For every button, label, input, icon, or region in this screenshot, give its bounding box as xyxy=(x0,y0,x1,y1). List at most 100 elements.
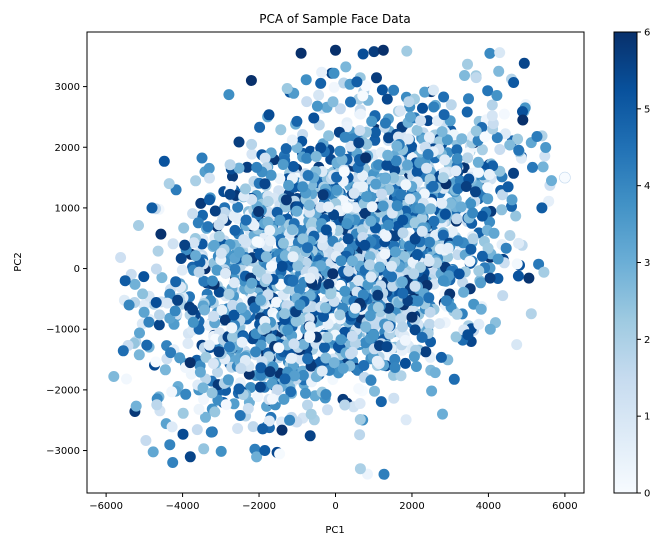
scatter-point xyxy=(170,276,182,288)
scatter-point xyxy=(316,66,328,78)
scatter-point xyxy=(223,89,235,101)
scatter-point xyxy=(440,295,452,307)
scatter-point xyxy=(415,115,427,127)
scatter-point xyxy=(429,367,441,379)
scatter-point xyxy=(373,159,385,171)
scatter-point xyxy=(264,235,276,247)
scatter-point xyxy=(360,152,372,164)
scatter-point xyxy=(341,218,353,230)
scatter-point xyxy=(354,429,366,441)
scatter-point xyxy=(389,353,401,365)
scatter-point xyxy=(234,410,246,421)
scatter-point xyxy=(191,424,203,436)
scatter-point xyxy=(421,279,433,291)
scatter-point xyxy=(146,202,158,214)
scatter-point xyxy=(289,370,301,382)
scatter-point xyxy=(319,302,331,314)
scatter-point xyxy=(409,217,421,229)
scatter-point xyxy=(422,148,434,160)
scatter-point xyxy=(305,408,317,420)
scatter-point xyxy=(360,80,372,92)
y-tick-label: 1000 xyxy=(55,203,80,214)
scatter-point xyxy=(334,103,346,115)
scatter-point xyxy=(342,202,353,214)
scatter-point xyxy=(482,242,494,254)
scatter-point xyxy=(194,366,206,378)
scatter-point xyxy=(389,362,401,373)
scatter-point xyxy=(404,193,416,205)
scatter-point xyxy=(262,216,274,228)
scatter-point xyxy=(399,251,410,263)
scatter-point xyxy=(496,204,508,216)
scatter-point xyxy=(484,272,496,284)
scatter-point xyxy=(525,308,537,320)
scatter-point xyxy=(502,181,514,193)
scatter-point xyxy=(381,93,393,105)
scatter-point xyxy=(197,382,209,394)
scatter-point xyxy=(151,399,163,411)
scatter-point xyxy=(462,58,473,70)
scatter-point xyxy=(281,83,293,94)
scatter-point xyxy=(196,152,208,164)
scatter-point xyxy=(374,261,386,273)
scatter-point xyxy=(119,275,131,287)
scatter-point xyxy=(130,400,142,412)
scatter-point xyxy=(475,303,487,315)
scatter-point xyxy=(138,306,150,318)
scatter-point xyxy=(212,366,223,378)
scatter-point xyxy=(291,115,303,127)
scatter-point xyxy=(198,443,210,455)
scatter-point xyxy=(497,189,508,201)
scatter-point xyxy=(361,191,372,202)
scatter-point xyxy=(140,435,152,446)
scatter-point xyxy=(208,310,220,322)
scatter-point xyxy=(190,175,202,187)
scatter-point xyxy=(276,424,288,436)
scatter-point xyxy=(291,205,303,217)
scatter-point xyxy=(513,144,525,156)
x-tick-label: −6000 xyxy=(89,501,123,512)
scatter-point xyxy=(409,324,421,336)
scatter-point xyxy=(333,242,345,254)
scatter-point xyxy=(229,224,241,236)
scatter-point xyxy=(536,202,548,214)
scatter-point xyxy=(518,57,530,69)
scatter-point xyxy=(354,398,366,409)
scatter-point xyxy=(303,313,315,324)
scatter-point xyxy=(533,258,545,270)
scatter-point xyxy=(395,188,407,200)
scatter-point xyxy=(464,255,476,267)
scatter-point xyxy=(336,154,348,166)
scatter-point xyxy=(371,72,382,84)
scatter-point xyxy=(371,355,383,367)
scatter-point xyxy=(317,189,329,201)
colorbar-tick-label: 0 xyxy=(644,489,650,500)
scatter-point xyxy=(458,286,470,298)
scatter-point xyxy=(381,341,393,353)
scatter-point xyxy=(442,242,454,254)
scatter-point xyxy=(310,151,322,162)
scatter-point xyxy=(428,215,440,227)
scatter-point xyxy=(287,275,299,287)
scatter-point xyxy=(483,169,495,180)
x-axis-label: PC1 xyxy=(325,525,344,536)
scatter-point xyxy=(506,194,518,206)
scatter-point xyxy=(387,280,399,292)
scatter-point xyxy=(492,253,504,265)
scatter-point xyxy=(169,305,181,317)
scatter-point xyxy=(383,132,395,144)
scatter-point xyxy=(121,373,132,385)
scatter-point xyxy=(206,387,218,399)
scatter-point xyxy=(290,315,302,327)
scatter-point xyxy=(198,393,210,405)
scatter-point xyxy=(182,338,194,349)
scatter-point xyxy=(531,131,543,142)
scatter-point xyxy=(405,111,416,123)
scatter-point xyxy=(365,374,377,386)
scatter-point xyxy=(147,446,159,458)
scatter-point xyxy=(143,316,155,328)
scatter-point xyxy=(410,361,422,372)
scatter-point xyxy=(277,237,289,249)
colorbar-tick-label: 3 xyxy=(644,258,650,269)
scatter-point xyxy=(213,286,225,298)
